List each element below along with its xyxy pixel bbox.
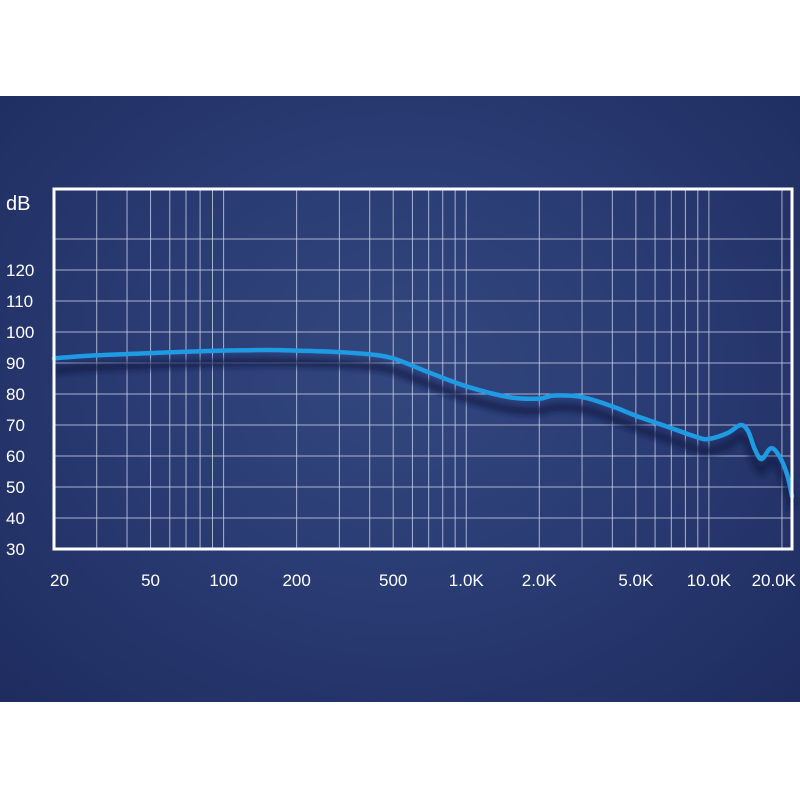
chart-panel: dB 120 110 100 90 80 70 60 50 40 30 20 50 100 200 500… bbox=[0, 96, 800, 702]
series-line bbox=[51, 347, 795, 499]
y-tick-label: 70 bbox=[6, 416, 25, 435]
x-tick-label: 10.0K bbox=[687, 571, 732, 590]
x-tick-label: 50 bbox=[141, 571, 160, 590]
frequency-response-chart: dB 120 110 100 90 80 70 60 50 40 30 20 50 100 200 500… bbox=[6, 187, 797, 590]
x-tick-label: 2.0K bbox=[522, 571, 558, 590]
y-tick-label: 30 bbox=[6, 540, 25, 559]
y-tick-label: 90 bbox=[6, 354, 25, 373]
series-shadow bbox=[53, 357, 796, 510]
x-tick-label: 1.0K bbox=[449, 571, 485, 590]
y-axis-tick-labels: 120 110 100 90 80 70 60 50 40 30 bbox=[6, 261, 34, 559]
x-tick-label: 500 bbox=[379, 571, 407, 590]
x-tick-label: 100 bbox=[209, 571, 237, 590]
series-group bbox=[51, 347, 796, 510]
y-tick-label: 60 bbox=[6, 447, 25, 466]
y-tick-label: 50 bbox=[6, 478, 25, 497]
y-unit-label: dB bbox=[6, 193, 30, 215]
x-tick-label: 200 bbox=[282, 571, 310, 590]
plot-frame bbox=[52, 187, 794, 551]
y-tick-label: 110 bbox=[6, 292, 33, 311]
x-axis-tick-labels: 20 50 100 200 500 1.0K 2.0K 5.0K 10.0K 20.0K bbox=[50, 571, 797, 590]
y-tick-label: 80 bbox=[6, 385, 25, 404]
y-tick-label: 40 bbox=[6, 509, 25, 528]
x-tick-label: 5.0K bbox=[618, 571, 654, 590]
x-tick-label: 20.0K bbox=[752, 571, 797, 590]
y-tick-label: 120 bbox=[6, 261, 34, 280]
y-tick-label: 100 bbox=[6, 323, 34, 342]
chart-grid bbox=[54, 189, 792, 549]
x-tick-label: 20 bbox=[50, 571, 69, 590]
